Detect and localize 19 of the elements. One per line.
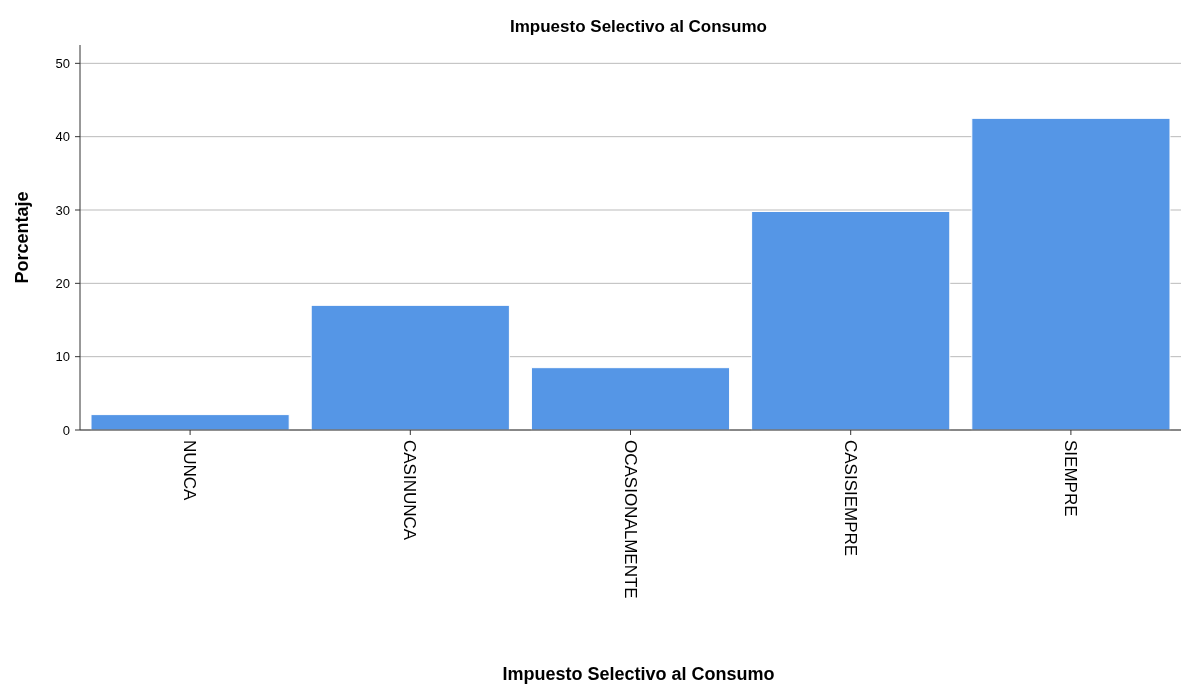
x-tick-label: CASISIEMPRE [840, 440, 860, 557]
bar [530, 367, 731, 431]
x-tick-label: OCASIONALMENTE [620, 440, 640, 599]
x-axis-title: Impuesto Selectivo al Consumo [502, 664, 775, 684]
y-tick-label: 0 [62, 422, 70, 438]
bar [971, 117, 1171, 431]
bar [751, 210, 951, 431]
chart-title: Impuesto Selectivo al Consumo [510, 17, 767, 36]
bar [310, 304, 510, 431]
y-tick-label: 30 [55, 202, 70, 218]
y-tick-label: 50 [55, 55, 70, 71]
x-tick-label: SIEMPRE [1060, 440, 1080, 517]
bar [90, 414, 290, 431]
x-tick-label: NUNCA [180, 440, 200, 502]
x-tick-label: CASINUNCA [400, 440, 420, 541]
y-tick-label: 20 [55, 275, 70, 291]
y-tick-label: 40 [55, 129, 70, 145]
y-tick-label: 10 [55, 349, 70, 365]
y-axis-title: Porcentaje [12, 191, 32, 284]
